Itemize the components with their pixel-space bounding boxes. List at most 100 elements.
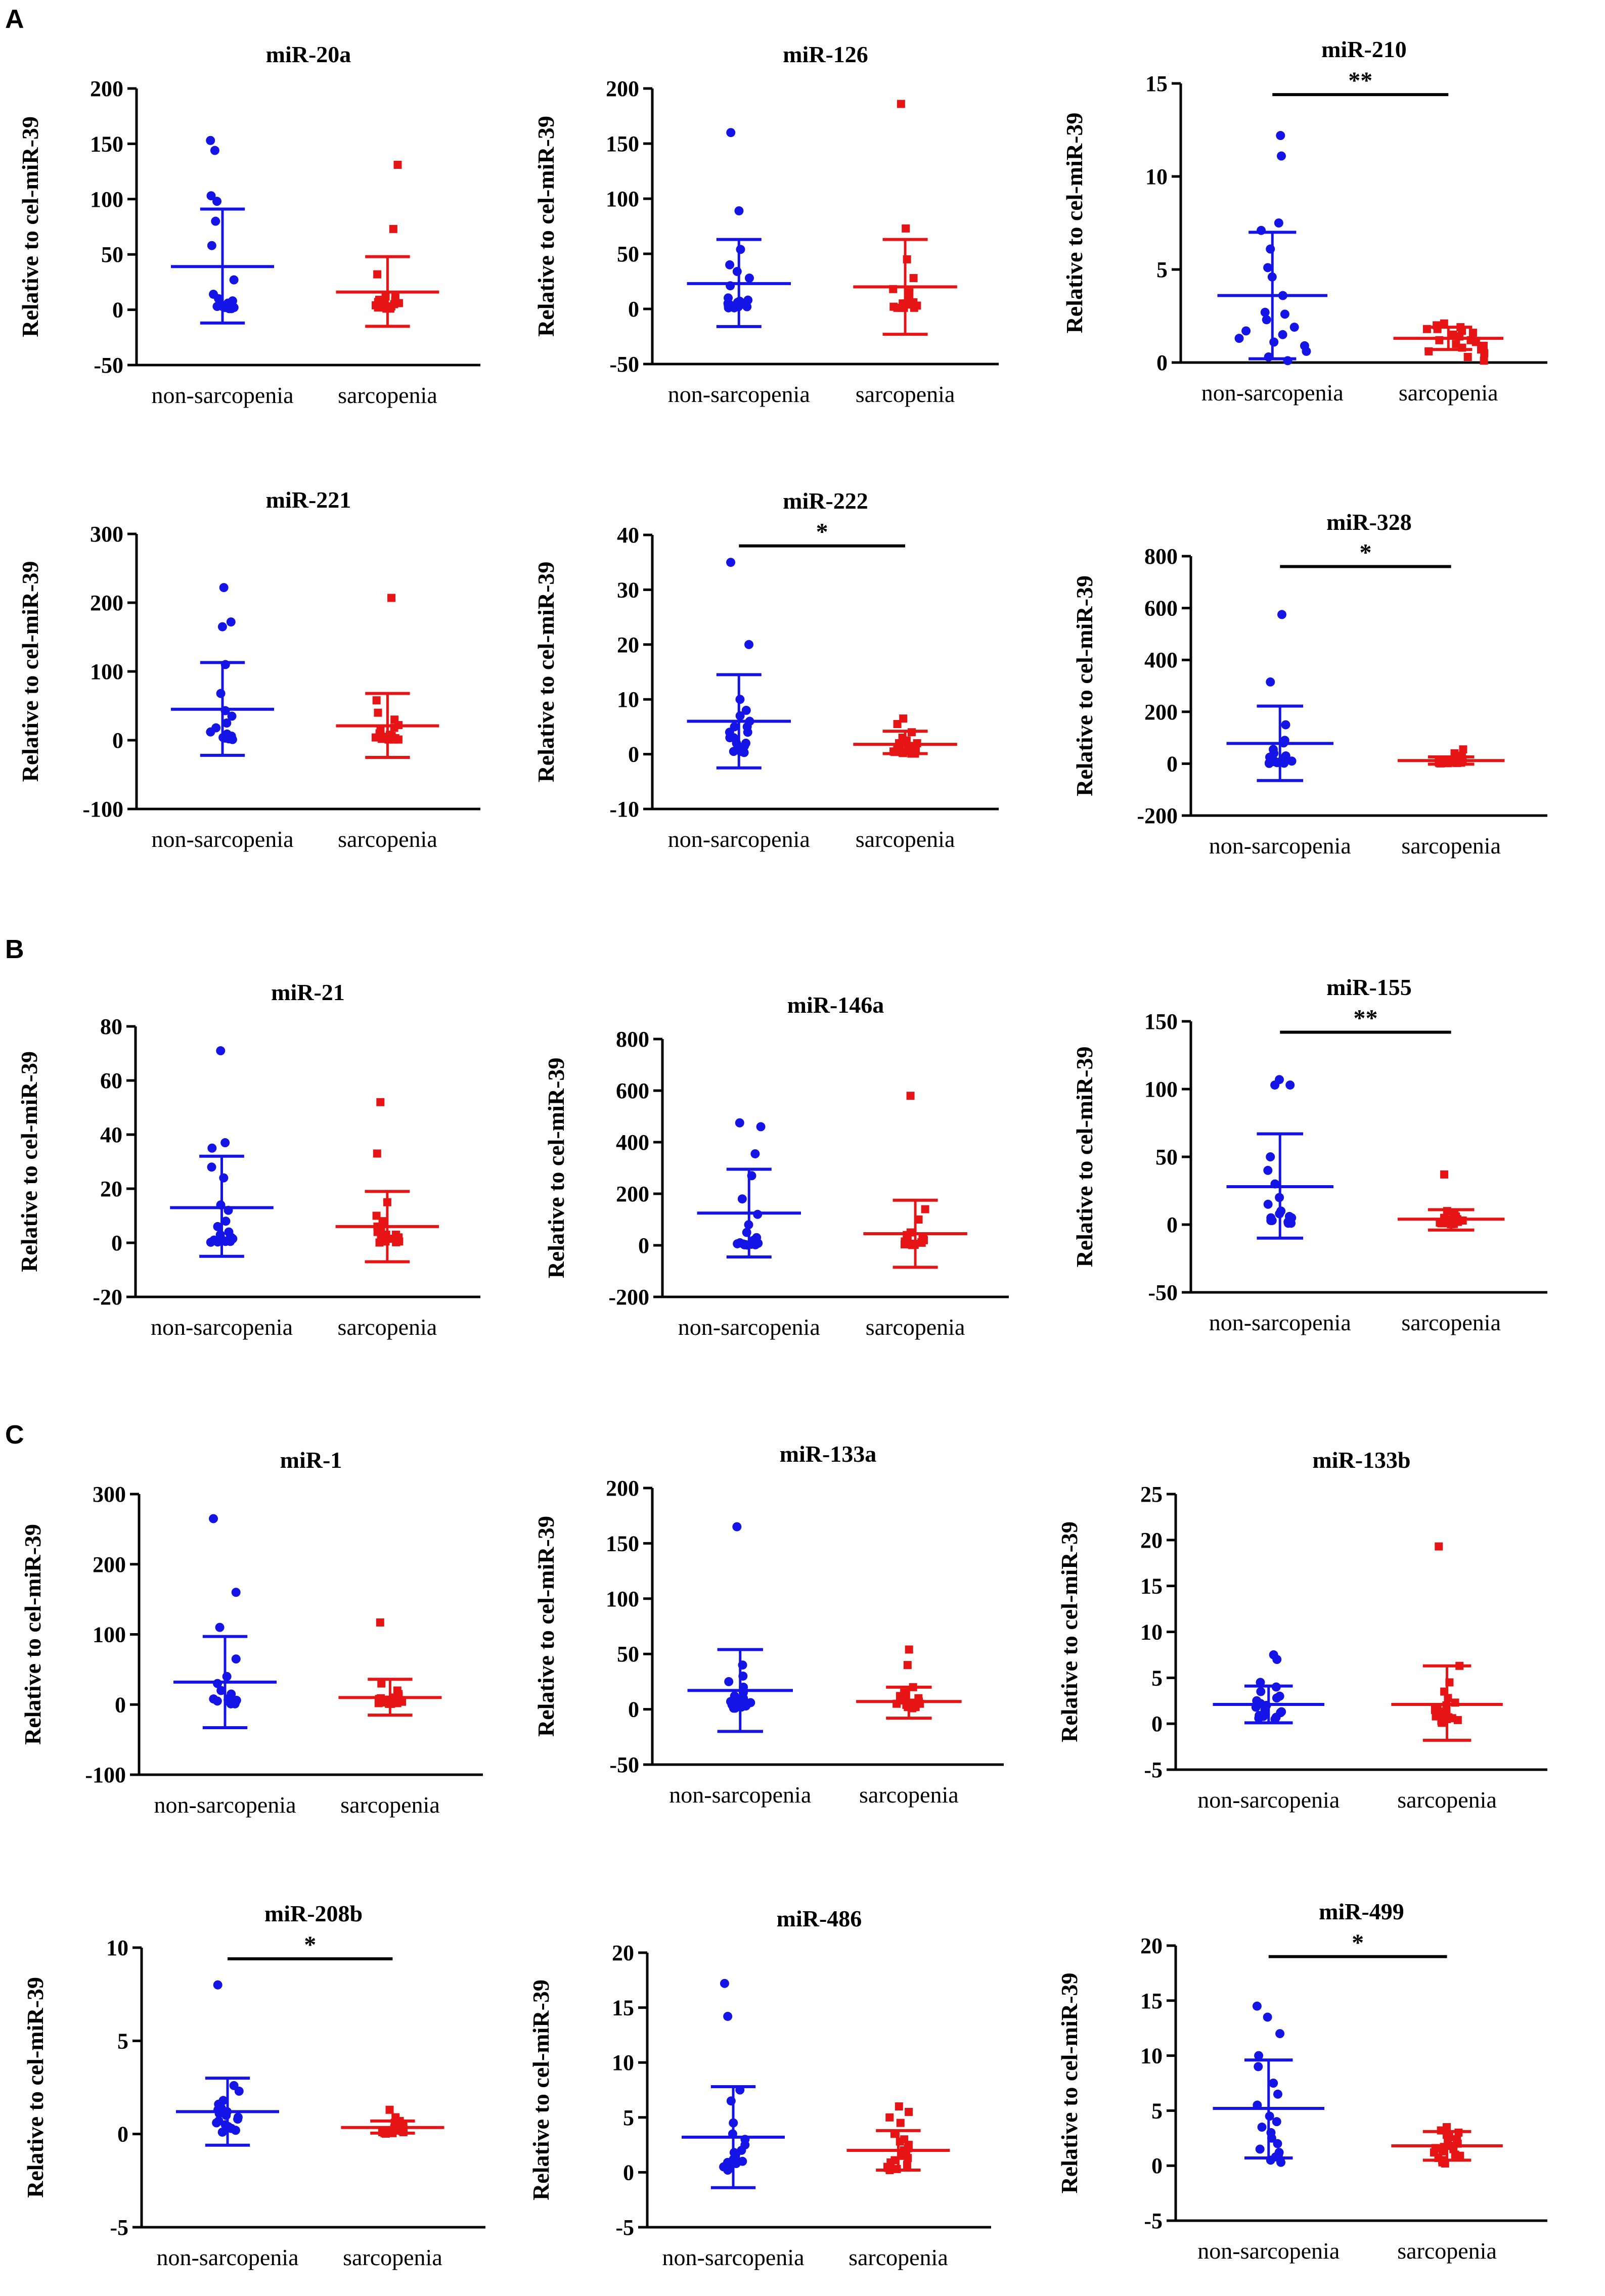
chart-mir-221: miR-221 -100 0 100 200 300 Relative to cel-miR… xyxy=(17,487,480,852)
data-point xyxy=(227,711,237,721)
data-point xyxy=(1254,1714,1264,1723)
data-point xyxy=(222,1672,232,1681)
chart-mir-486: miR-486 -5 0 5 10 15 20 Relative to cel-miR-39 n… xyxy=(528,1906,991,2270)
data-point xyxy=(732,266,742,276)
y-axis-label: Relative to cel-miR-39 xyxy=(533,116,559,337)
data-point xyxy=(212,1696,222,1706)
x-category-label: sarcopenia xyxy=(859,1782,959,1808)
y-tick-label: -5 xyxy=(615,2215,634,2240)
y-axis-label: Relative to cel-miR-39 xyxy=(1072,1047,1097,1268)
data-point xyxy=(730,303,739,312)
x-category-label: non-sarcopenia xyxy=(1209,833,1351,859)
data-point xyxy=(221,1217,231,1226)
y-tick-label: 150 xyxy=(606,131,639,156)
data-point xyxy=(1452,340,1460,348)
data-point xyxy=(1439,1219,1447,1228)
data-point xyxy=(1263,1165,1273,1175)
x-category-label: sarcopenia xyxy=(866,1314,965,1340)
series-sarcopenia xyxy=(1397,1170,1505,1232)
y-tick-label: 0 xyxy=(112,298,123,323)
data-point xyxy=(723,2011,733,2021)
y-tick-label: 100 xyxy=(90,187,123,212)
data-point xyxy=(732,1522,742,1532)
y-tick-label: 50 xyxy=(101,242,123,267)
series-non-sarcopenia xyxy=(171,583,274,757)
data-point xyxy=(394,735,403,744)
x-category-label: sarcopenia xyxy=(340,1792,440,1818)
data-point xyxy=(725,260,735,269)
data-point xyxy=(900,1240,909,1248)
y-tick-label: -50 xyxy=(609,352,639,377)
y-tick-label: 600 xyxy=(1144,596,1178,621)
data-point xyxy=(1263,2012,1272,2022)
chart-title: miR-21 xyxy=(271,979,345,1005)
significance-stars: ** xyxy=(1348,67,1372,94)
chart-title: miR-221 xyxy=(266,487,351,513)
y-tick-label: -100 xyxy=(85,1763,126,1787)
data-point xyxy=(389,224,397,233)
series-non-sarcopenia xyxy=(687,558,791,770)
data-point xyxy=(723,2166,733,2175)
x-category-label: sarcopenia xyxy=(338,382,437,408)
data-point xyxy=(206,136,215,145)
series-sarcopenia xyxy=(853,100,957,336)
data-point xyxy=(1453,1716,1462,1724)
series-non-sarcopenia xyxy=(171,136,274,325)
y-tick-label: 20 xyxy=(100,1177,122,1201)
y-tick-label: 0 xyxy=(1167,1212,1178,1237)
series-non-sarcopenia xyxy=(173,1514,277,1730)
data-point xyxy=(206,1237,215,1247)
y-axis-label: Relative to cel-miR-39 xyxy=(543,1058,569,1279)
y-tick-label: 10 xyxy=(1145,164,1168,189)
data-point xyxy=(896,2119,905,2127)
y-axis-label: Relative to cel-miR-39 xyxy=(20,1524,46,1745)
data-point xyxy=(917,1238,926,1247)
y-tick-label: 0 xyxy=(111,1231,122,1255)
data-point xyxy=(215,1623,225,1632)
y-tick-label: 10 xyxy=(612,2050,634,2075)
data-point xyxy=(373,270,382,279)
y-tick-label: -200 xyxy=(608,1285,649,1310)
x-category-label: sarcopenia xyxy=(856,826,955,852)
data-point xyxy=(905,1645,913,1654)
data-point xyxy=(1302,346,1311,356)
chart-mir-155: miR-155 -50 0 50 100 150 Relative to cel-miR-3… xyxy=(1072,974,1547,1335)
data-point xyxy=(219,583,229,593)
data-point xyxy=(903,1661,912,1670)
data-point xyxy=(1264,758,1274,768)
series-sarcopenia xyxy=(846,2102,950,2175)
series-sarcopenia xyxy=(336,160,439,328)
data-point xyxy=(207,1143,217,1153)
y-tick-label: 0 xyxy=(628,1697,639,1722)
y-tick-label: 5 xyxy=(623,2105,634,2130)
data-point xyxy=(1234,334,1244,343)
data-point xyxy=(1281,720,1290,730)
data-point xyxy=(1267,1215,1277,1225)
data-point xyxy=(372,696,381,705)
data-point xyxy=(1285,1080,1295,1090)
y-tick-label: 0 xyxy=(117,2122,128,2147)
y-tick-label: 400 xyxy=(616,1130,649,1155)
y-tick-label: 200 xyxy=(1144,700,1178,725)
y-tick-label: 0 xyxy=(115,1692,126,1717)
y-tick-label: 100 xyxy=(606,1587,639,1611)
chart-mir-499: miR-499 -5 0 5 10 15 20 Relative to cel-miR-39 n… xyxy=(1056,1899,1547,2264)
data-point xyxy=(1266,677,1275,687)
x-category-label: sarcopenia xyxy=(338,1314,437,1340)
y-tick-label: 5 xyxy=(1151,2098,1163,2123)
data-point xyxy=(206,727,215,737)
y-tick-label: 200 xyxy=(90,591,123,615)
data-point xyxy=(376,1098,385,1106)
series-sarcopenia xyxy=(856,1645,962,1720)
y-tick-label: -5 xyxy=(1144,2209,1163,2233)
data-point xyxy=(211,216,220,226)
chart-mir-210: miR-210 0 5 10 15 Relative to cel-miR-39 non-s… xyxy=(1061,36,1547,406)
data-point xyxy=(1262,315,1271,325)
y-tick-label: 100 xyxy=(90,659,123,684)
series-non-sarcopenia xyxy=(1213,2001,1324,2167)
y-tick-label: 200 xyxy=(93,1552,126,1577)
data-point xyxy=(377,1679,386,1688)
data-point xyxy=(1289,323,1299,332)
y-tick-label: 300 xyxy=(90,522,123,547)
series-non-sarcopenia xyxy=(1213,1650,1324,1725)
